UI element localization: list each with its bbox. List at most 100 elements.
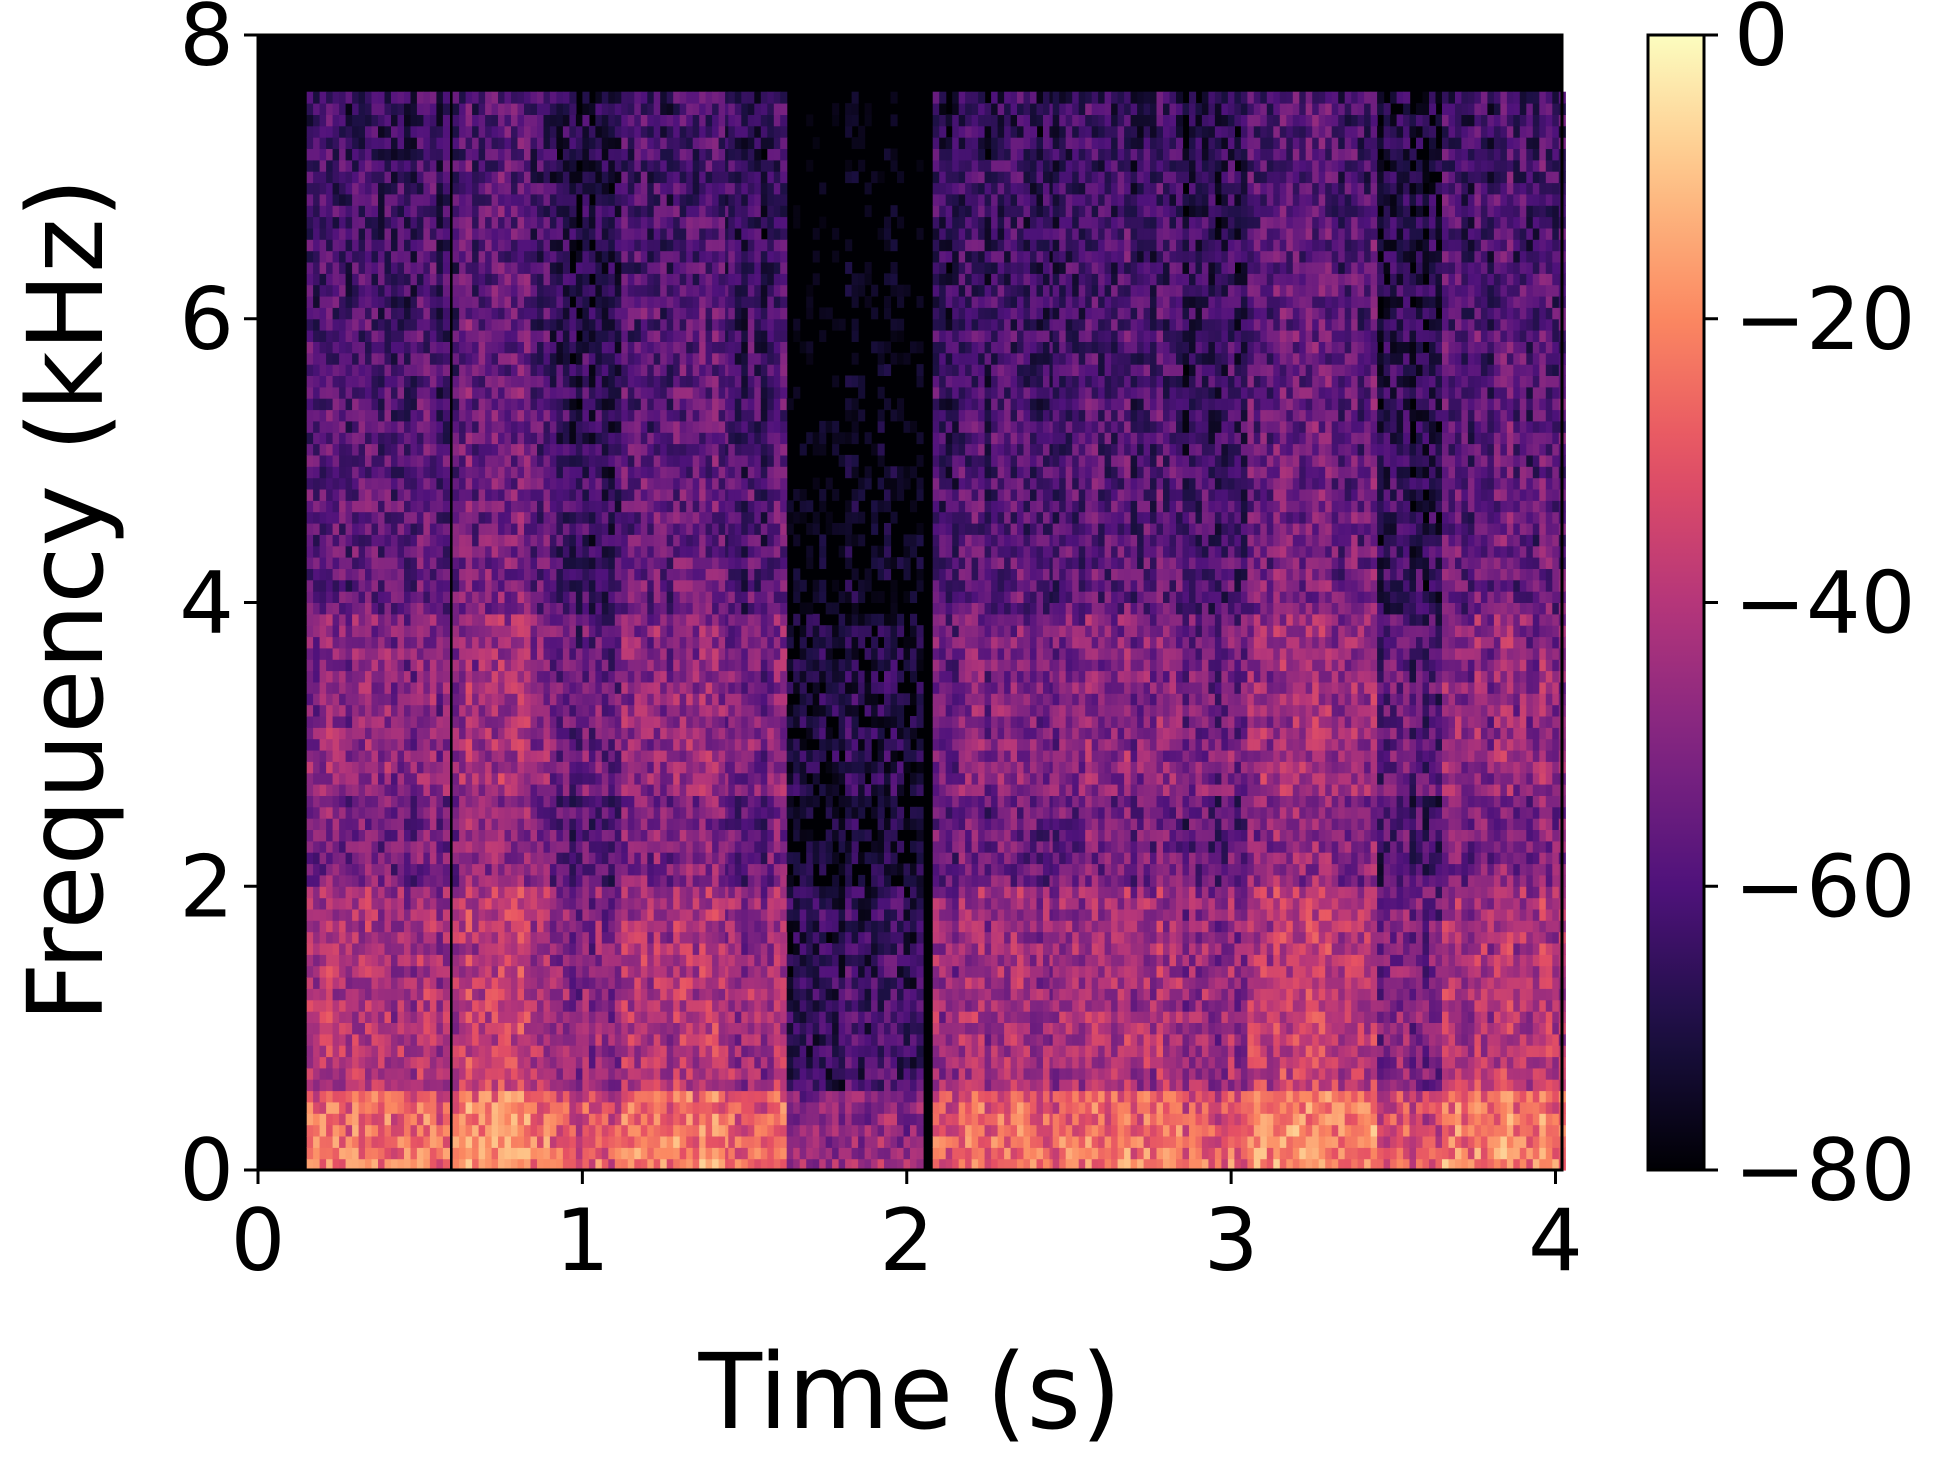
spectrogram-cell	[549, 1147, 557, 1160]
spectrogram-cell	[530, 625, 538, 638]
spectrogram-cell	[627, 727, 635, 740]
spectrogram-cell	[556, 1158, 564, 1171]
spectrogram-cell	[647, 1136, 655, 1148]
spectrogram-cell	[459, 693, 467, 706]
spectrogram-cell	[452, 954, 460, 967]
spectrogram-cell	[465, 579, 473, 592]
spectrogram-cell	[511, 1079, 519, 1092]
spectrogram-cell	[404, 193, 412, 206]
spectrogram-cell	[588, 523, 596, 535]
spectrogram-cell	[404, 534, 412, 547]
spectrogram-cell	[326, 602, 334, 615]
spectrogram-cell	[504, 806, 512, 819]
spectrogram-cell	[647, 908, 655, 921]
spectrogram-cell	[472, 784, 480, 796]
spectrogram-cell	[384, 1067, 392, 1080]
spectrogram-cell	[365, 375, 373, 388]
spectrogram-cell	[371, 330, 379, 342]
spectrogram-cell	[306, 840, 314, 853]
spectrogram-cell	[371, 920, 379, 933]
spectrogram-cell	[306, 171, 314, 184]
spectrogram-cell	[332, 784, 340, 796]
spectrogram-cell	[537, 1056, 545, 1069]
spectrogram-cell	[498, 965, 506, 978]
spectrogram-cell	[640, 511, 648, 524]
spectrogram-cell	[478, 250, 486, 263]
spectrogram-cell	[621, 1056, 629, 1069]
spectrogram-cell	[601, 920, 609, 933]
spectrogram-cell	[339, 318, 347, 331]
spectrogram-cell	[397, 375, 405, 388]
spectrogram-cell	[491, 647, 499, 660]
spectrogram-cell	[562, 806, 570, 819]
spectrogram-cell	[365, 500, 373, 513]
spectrogram-cell	[640, 795, 648, 808]
spectrogram-cell	[614, 625, 622, 638]
spectrogram-cell	[588, 772, 596, 785]
spectrogram-cell	[436, 318, 444, 331]
spectrogram-cell	[524, 613, 532, 626]
spectrogram-cell	[601, 227, 609, 240]
spectrogram-cell	[537, 557, 545, 569]
spectrogram-cell	[313, 681, 321, 694]
spectrogram-cell	[621, 931, 629, 944]
spectrogram-cell	[491, 489, 499, 501]
spectrogram-cell	[404, 716, 412, 728]
spectrogram-cell	[365, 330, 373, 342]
spectrogram-cell	[423, 829, 431, 842]
spectrogram-cell	[332, 591, 340, 603]
spectrogram-cell	[601, 250, 609, 263]
spectrogram-cell	[588, 716, 596, 728]
spectrogram-cell	[601, 489, 609, 501]
spectrogram-cell	[365, 693, 373, 706]
spectrogram-cell	[332, 863, 340, 876]
spectrogram-cell	[582, 262, 590, 274]
spectrogram-cell	[339, 920, 347, 933]
spectrogram-cell	[358, 1147, 366, 1160]
spectrogram-cell	[423, 613, 431, 626]
spectrogram-cell	[391, 1011, 399, 1023]
spectrogram-cell	[582, 284, 590, 297]
spectrogram-cell	[352, 897, 360, 910]
spectrogram-cell	[608, 250, 616, 263]
spectrogram-cell	[498, 738, 506, 751]
spectrogram-cell	[524, 466, 532, 479]
spectrogram-cell	[442, 205, 450, 218]
spectrogram-cell	[423, 977, 431, 989]
spectrogram-cell	[339, 409, 347, 422]
spectrogram-cell	[459, 432, 467, 445]
spectrogram-cell	[504, 466, 512, 479]
spectrogram-cell	[530, 352, 538, 365]
spectrogram-cell	[365, 205, 373, 218]
spectrogram-cell	[332, 1124, 340, 1137]
spectrogram-cell	[517, 1147, 525, 1160]
spectrogram-cell	[352, 523, 360, 535]
spectrogram-cell	[627, 1136, 635, 1148]
spectrogram-cell	[498, 874, 506, 887]
spectrogram-cell	[416, 1101, 424, 1114]
spectrogram-cell	[569, 840, 577, 853]
spectrogram-cell	[306, 897, 314, 910]
spectrogram-cell	[319, 659, 327, 672]
spectrogram-cell	[601, 636, 609, 649]
spectrogram-cell	[378, 420, 386, 433]
spectrogram-cell	[569, 681, 577, 694]
spectrogram-cell	[498, 296, 506, 308]
spectrogram-cell	[504, 193, 512, 206]
spectrogram-cell	[339, 1136, 347, 1148]
spectrogram-cell	[543, 273, 551, 286]
spectrogram-cell	[517, 931, 525, 944]
spectrogram-cell	[404, 568, 412, 581]
spectrogram-cell	[459, 636, 467, 649]
spectrogram-cell	[569, 806, 577, 819]
spectrogram-cell	[634, 1136, 642, 1148]
spectrogram-cell	[365, 159, 373, 172]
spectrogram-cell	[442, 920, 450, 933]
spectrogram-cell	[634, 545, 642, 558]
spectrogram-cell	[524, 91, 532, 104]
spectrogram-cell	[601, 182, 609, 195]
spectrogram-cell	[365, 1022, 373, 1035]
spectrogram-cell	[640, 568, 648, 581]
spectrogram-cell	[575, 1090, 583, 1103]
spectrogram-cell	[524, 205, 532, 218]
